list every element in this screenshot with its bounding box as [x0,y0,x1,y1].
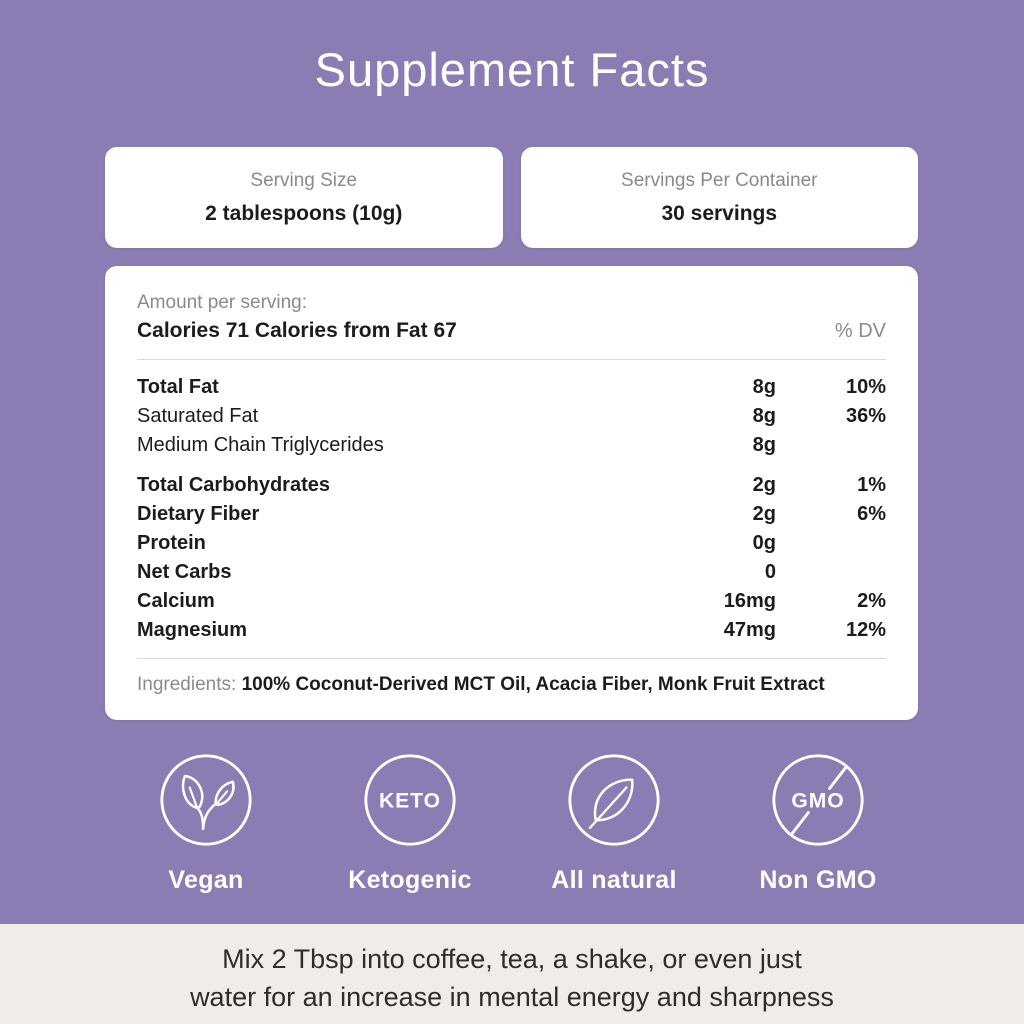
serving-size-value: 2 tablespoons (10g) [205,201,403,225]
fact-name: Total Carbohydrates [137,474,330,496]
ingredients-line: Ingredients: 100% Coconut-Derived MCT Oi… [137,672,886,698]
fact-name: Magnesium [137,619,248,641]
ingredients-label: Ingredients: [137,674,237,695]
badge-label-ketogenic: Ketogenic [348,866,472,894]
fact-name: Calcium [137,590,215,612]
servings-per-container-value: 30 servings [661,201,778,225]
keto-badge-icon: KETO [364,754,456,846]
fact-amount: 2g [752,474,776,496]
daily-value-header: % DV [834,320,886,342]
fact-name: Dietary Fiber [137,503,260,525]
footer-line-1: Mix 2 Tbsp into coffee, tea, a shake, or… [222,944,802,974]
supplement-facts-panel: Amount per serving: Calories 71 Calories… [105,266,918,720]
serving-cards-row: Serving Size 2 tablespoons (10g) Serving… [105,147,918,248]
fact-dv: 1% [857,474,886,496]
table-row: Total Fat 8g 10% [137,373,886,402]
usage-instructions-footer: Mix 2 Tbsp into coffee, tea, a shake, or… [0,924,1024,1024]
ingredients-value: 100% Coconut-Derived MCT Oil, Acacia Fib… [236,674,825,695]
fact-amount: 2g [752,503,776,525]
table-row: Dietary Fiber 2g 6% [137,500,886,529]
fact-amount: 8g [752,405,776,427]
table-row: Saturated Fat 8g 36% [137,402,886,431]
fact-amount: 0 [764,561,776,583]
badge-label-all-natural: All natural [551,866,677,894]
fact-name: Saturated Fat [137,405,259,427]
keto-text: KETO [379,790,441,813]
fact-name: Total Fat [137,376,219,398]
badge-ketogenic: KETO Ketogenic [308,752,512,895]
badge-label-vegan: Vegan [168,866,244,894]
page-title: Supplement Facts [314,43,710,96]
sprout-leaves-icon [160,754,252,846]
servings-per-container-label: Servings Per Container [621,169,818,191]
fact-dv: 12% [845,619,886,641]
fact-dv: 36% [845,405,886,427]
fact-amount: 8g [752,376,776,398]
fact-name: Medium Chain Triglycerides [137,434,384,456]
fact-amount: 0g [752,532,776,554]
badge-label-non-gmo: Non GMO [759,866,877,894]
gmo-text: GMO [791,790,844,813]
badges-row: Vegan KETO Ketogenic All natural GMO Non… [104,752,920,895]
table-row: Magnesium 47mg 12% [137,616,886,645]
badge-vegan: Vegan [104,752,308,895]
fact-dv [776,529,886,558]
table-row: Protein 0g [137,529,886,558]
amount-per-serving-label: Amount per serving: [137,292,308,313]
table-row: Net Carbs 0 [137,558,886,587]
gmo-crossed-icon: GMO [772,754,864,846]
table-row: Medium Chain Triglycerides 8g [137,431,886,460]
fact-dv: 2% [857,590,886,612]
fact-amount: 16mg [723,590,776,612]
divider [137,658,886,659]
calories-text: Calories 71 Calories from Fat 67 [137,319,457,342]
table-row: Total Carbohydrates 2g 1% [137,471,886,500]
divider [137,359,886,360]
fact-amount: 47mg [723,619,776,641]
leaf-icon [568,754,660,846]
badge-all-natural: All natural [512,752,716,895]
fact-dv: 6% [857,503,886,525]
fact-name: Net Carbs [137,561,232,583]
fact-name: Protein [137,532,206,554]
footer-line-2: water for an increase in mental energy a… [190,982,834,1012]
fact-dv [776,558,886,587]
table-row: Calcium 16mg 2% [137,587,886,616]
calories-header-row: Calories 71 Calories from Fat 67 % DV [137,316,886,346]
fact-dv: 10% [845,376,886,398]
serving-size-card: Serving Size 2 tablespoons (10g) [105,147,503,248]
badge-non-gmo: GMO Non GMO [716,752,920,895]
serving-size-label: Serving Size [250,169,358,191]
servings-per-container-card: Servings Per Container 30 servings [520,147,918,248]
fact-amount: 8g [752,434,776,456]
fact-dv [776,431,886,460]
